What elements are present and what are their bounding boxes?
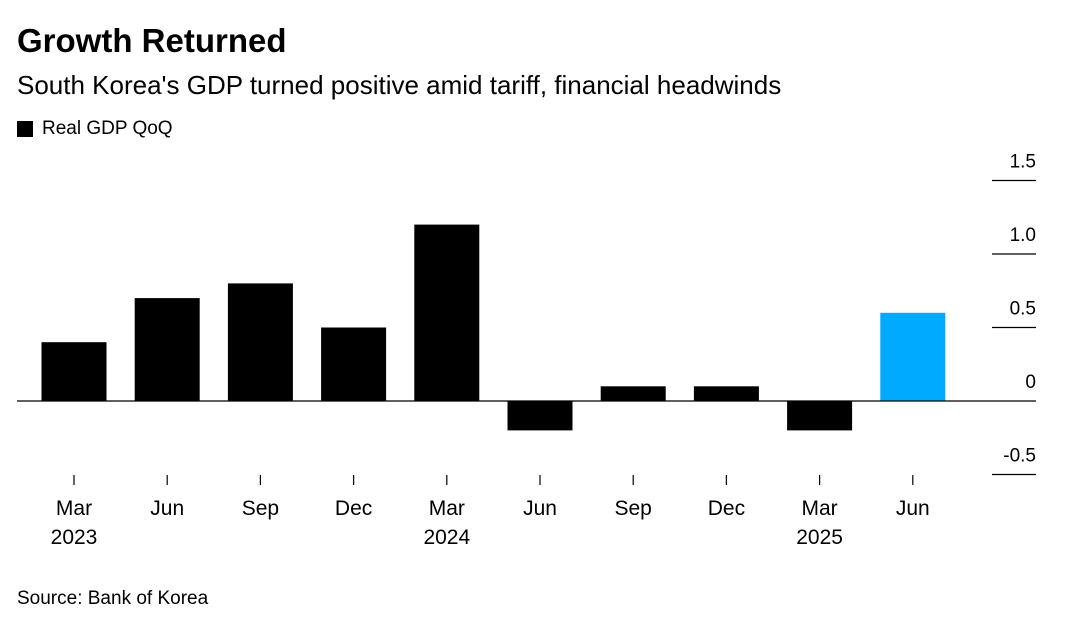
bar — [41, 342, 107, 401]
bar — [787, 401, 853, 431]
bar — [600, 386, 666, 401]
legend: Real GDP QoQ — [17, 118, 173, 140]
bar — [414, 224, 480, 401]
bar — [507, 401, 573, 431]
source-note: Source: Bank of Korea — [17, 588, 209, 609]
x-tick-label: Dec — [335, 497, 372, 520]
x-tick-year-label: 2023 — [51, 526, 98, 549]
chart-subtitle: South Korea's GDP turned positive amid t… — [17, 70, 782, 100]
legend-swatch — [17, 121, 33, 137]
y-tick-label: 0.5 — [1010, 299, 1036, 320]
bar — [880, 312, 946, 401]
x-tick-label: Jun — [150, 497, 184, 520]
x-tick-label: Jun — [523, 497, 557, 520]
x-tick-label: Mar — [429, 497, 465, 520]
x-tick-year-label: 2024 — [423, 526, 470, 549]
x-tick-label: Mar — [802, 497, 838, 520]
y-tick-label: -0.5 — [1003, 446, 1036, 467]
y-tick-label: 1.0 — [1010, 225, 1036, 246]
x-tick-label: Sep — [615, 497, 652, 520]
chart-title: Growth Returned — [17, 22, 287, 59]
bar — [321, 327, 387, 401]
x-tick-label: Sep — [242, 497, 279, 520]
bar — [693, 386, 759, 401]
y-tick-label: 0 — [1025, 372, 1036, 393]
x-tick-label: Jun — [896, 497, 930, 520]
legend-label: Real GDP QoQ — [42, 118, 173, 139]
bar — [134, 298, 200, 401]
y-tick-label: 1.5 — [1010, 152, 1036, 173]
x-tick-label: Dec — [708, 497, 745, 520]
bar — [227, 283, 293, 401]
x-tick-year-label: 2025 — [796, 526, 843, 549]
x-tick-label: Mar — [56, 497, 92, 520]
